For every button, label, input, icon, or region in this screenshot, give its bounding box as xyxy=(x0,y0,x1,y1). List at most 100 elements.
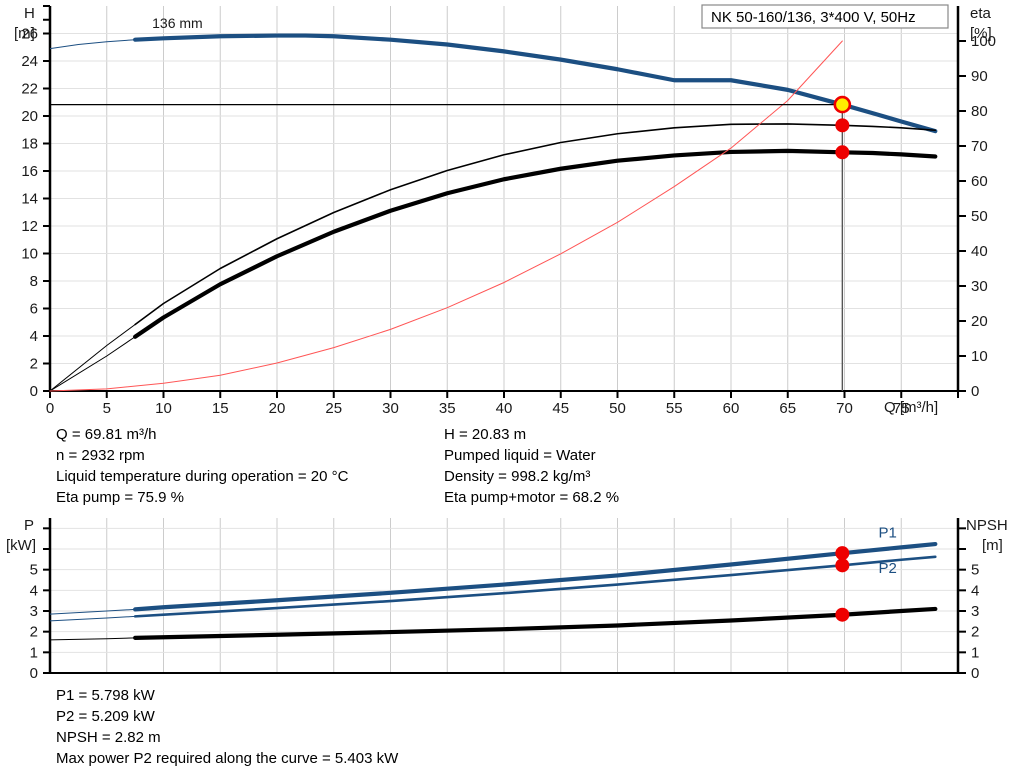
y2-tick-label: 40 xyxy=(971,243,988,260)
power-npsh-chart: 0 1 2 3 4 5 0 1 2 3 4 5 P1 P2 P [kW] NPSH [m] xyxy=(6,517,1008,682)
upper-chart-markers xyxy=(833,95,852,160)
chart-title-box: NK 50-160/136, 3*400 V, 50Hz xyxy=(701,4,949,29)
upper-right-axis-title-line2: [%] xyxy=(970,25,992,42)
lower-chart-axes xyxy=(48,518,960,674)
operating-point-head xyxy=(833,95,852,114)
x-tick-label: 35 xyxy=(439,400,456,417)
info-liquid-temperature: Liquid temperature during operation = 20… xyxy=(56,468,349,485)
series-lead-in xyxy=(49,615,136,622)
x-tick-label: 30 xyxy=(382,400,399,417)
lower-chart-left-ticks: 0 1 2 3 4 5 xyxy=(30,527,50,682)
y2-tick-label: 10 xyxy=(971,348,988,365)
x-tick-label: 0 xyxy=(46,400,54,417)
series-lead-in xyxy=(49,608,136,615)
y-tick-label: 2 xyxy=(30,356,38,373)
series-lead-in xyxy=(49,39,136,50)
lower-right-axis-title-line2: [m] xyxy=(982,537,1003,554)
y2-tick-label: 30 xyxy=(971,278,988,295)
chart-title-label: NK 50-160/136, 3*400 V, 50Hz xyxy=(711,9,916,26)
y2-tick-label: 100 xyxy=(971,33,996,50)
x-tick-label: 15 xyxy=(212,400,229,417)
y-tick-label: 1 xyxy=(30,644,38,661)
x-tick-label: 10 xyxy=(155,400,172,417)
info-q: Q = 69.81 m³/h xyxy=(56,426,157,443)
info-head: H = 20.83 m xyxy=(444,426,527,443)
y-tick-label: 8 xyxy=(30,273,38,290)
series-curve xyxy=(49,40,843,392)
info-pumped-liquid: Pumped liquid = Water xyxy=(444,447,596,464)
p1-series-label: P1 xyxy=(879,525,897,542)
info-p2: P2 = 5.209 kW xyxy=(56,708,155,725)
upper-left-axis-title-line1: H xyxy=(24,5,35,22)
y2-tick-label: 5 xyxy=(971,562,979,579)
y-tick-label: 4 xyxy=(30,582,38,599)
y-tick-label: 16 xyxy=(21,163,38,180)
lower-left-axis-title-line2: [kW] xyxy=(6,537,36,554)
upper-chart-right-ticks: 0 10 20 30 40 50 60 70 80 90 100 xyxy=(958,33,996,400)
y2-tick-label: 90 xyxy=(971,68,988,85)
upper-left-axis-title-line2: [m] xyxy=(14,25,35,42)
y-tick-label: 20 xyxy=(21,108,38,125)
upper-right-axis-title-line1: eta xyxy=(970,5,992,22)
series-curve xyxy=(133,148,938,339)
series-curve xyxy=(133,555,937,618)
impeller-diameter-label: 136 mm xyxy=(152,15,203,31)
series-curve xyxy=(133,606,938,640)
info-p1: P1 = 5.798 kW xyxy=(56,687,155,704)
x-tick-label: 65 xyxy=(779,400,796,417)
series-curve xyxy=(133,541,938,612)
x-tick-label: 70 xyxy=(836,400,853,417)
y2-tick-label: 1 xyxy=(971,644,979,661)
y2-tick-label: 20 xyxy=(971,313,988,330)
y-tick-label: 26 xyxy=(21,26,38,43)
y2-tick-label: 0 xyxy=(971,665,979,682)
x-tick-label: 55 xyxy=(666,400,683,417)
y2-tick-label: 4 xyxy=(971,582,979,599)
info-eta-pump: Eta pump = 75.9 % xyxy=(56,489,184,506)
y-tick-label: 3 xyxy=(30,603,38,620)
info-density: Density = 998.2 kg/m³ xyxy=(444,468,591,485)
lower-chart-series xyxy=(49,541,938,641)
operating-point-eta-pump-motor xyxy=(835,145,850,160)
y-tick-label: 14 xyxy=(21,191,38,208)
lower-chart-right-ticks: 0 1 2 3 4 5 xyxy=(958,527,979,682)
y2-tick-label: 70 xyxy=(971,138,988,155)
y-tick-label: 5 xyxy=(30,562,38,579)
power-info-block: P1 = 5.798 kW P2 = 5.209 kW NPSH = 2.82 … xyxy=(56,685,398,769)
p2-series-label: P2 xyxy=(879,560,897,577)
upper-x-axis-title: Q [m³/h] xyxy=(884,399,938,416)
upper-chart-grid xyxy=(50,6,958,391)
y-tick-label: 22 xyxy=(21,81,38,98)
y-tick-label: 0 xyxy=(30,383,38,400)
info-max-power: Max power P2 required along the curve = … xyxy=(56,750,399,767)
y-tick-label: 0 xyxy=(30,665,38,682)
lower-chart-markers xyxy=(835,546,850,622)
operating-point-p2 xyxy=(835,558,850,573)
x-tick-label: 45 xyxy=(552,400,569,417)
y2-tick-label: 2 xyxy=(971,624,979,641)
series-curve xyxy=(133,33,938,134)
x-tick-label: 20 xyxy=(269,400,286,417)
y-tick-label: 10 xyxy=(21,246,38,263)
operating-point-info-right: H = 20.83 m Pumped liquid = Water Densit… xyxy=(444,424,619,508)
x-tick-label: 5 xyxy=(103,400,111,417)
operating-point-info-left: Q = 69.81 m³/h n = 2932 rpm Liquid tempe… xyxy=(56,424,348,508)
y-tick-label: 24 xyxy=(21,53,38,70)
series-lead-in xyxy=(49,336,136,392)
series-lead-in xyxy=(49,324,136,392)
y-tick-label: 6 xyxy=(30,301,38,318)
y-tick-label: 2 xyxy=(30,624,38,641)
lower-right-axis-title-line1: NPSH xyxy=(966,517,1008,534)
y-tick-label: 18 xyxy=(21,136,38,153)
series-curve xyxy=(134,123,937,326)
x-tick-label: 50 xyxy=(609,400,626,417)
lower-left-axis-title-line1: P xyxy=(24,517,34,534)
y2-tick-label: 60 xyxy=(971,173,988,190)
x-tick-label: 60 xyxy=(723,400,740,417)
y-tick-label: 4 xyxy=(30,328,38,345)
y2-tick-label: 0 xyxy=(971,383,979,400)
info-speed: n = 2932 rpm xyxy=(56,447,145,464)
